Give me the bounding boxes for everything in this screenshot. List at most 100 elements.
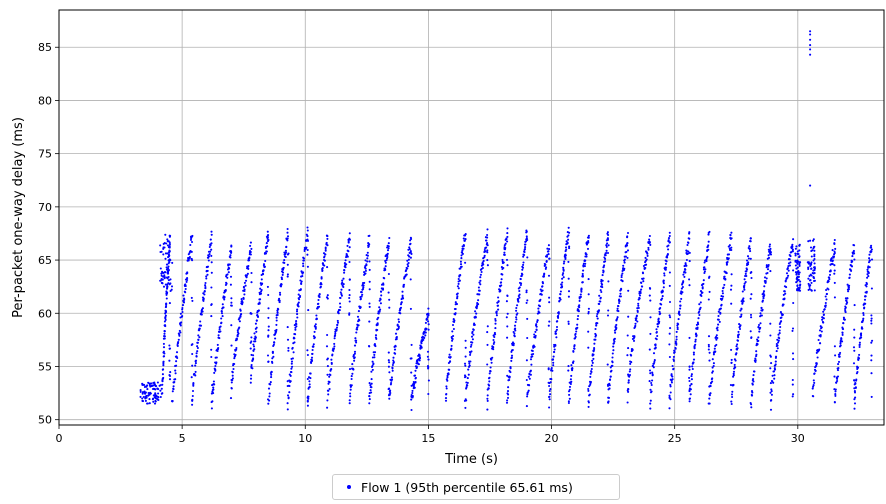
data-point — [211, 400, 214, 403]
data-point — [345, 256, 348, 259]
data-point — [792, 301, 795, 305]
data-point — [308, 385, 311, 389]
data-point — [229, 254, 232, 257]
data-point — [194, 374, 197, 377]
data-point — [409, 256, 412, 259]
data-point — [261, 282, 264, 285]
data-point — [604, 260, 607, 263]
data-point — [770, 362, 773, 365]
data-point — [492, 346, 495, 349]
data-point — [148, 402, 151, 405]
data-point — [394, 332, 398, 335]
data-point — [625, 250, 628, 253]
data-point — [626, 256, 629, 259]
data-point — [286, 275, 289, 278]
data-point — [483, 256, 486, 259]
data-point — [162, 362, 165, 365]
data-point — [469, 345, 472, 348]
data-point — [326, 297, 329, 300]
data-point — [837, 360, 841, 363]
data-point — [306, 229, 309, 232]
data-point — [230, 304, 233, 307]
data-point — [626, 235, 629, 238]
data-point — [769, 270, 772, 273]
data-point — [320, 277, 323, 280]
data-point — [727, 253, 731, 256]
data-point — [326, 358, 329, 361]
data-point — [743, 278, 746, 281]
data-point — [549, 388, 552, 391]
data-point — [745, 270, 748, 273]
data-point — [698, 313, 701, 317]
data-point — [427, 312, 430, 316]
data-point — [356, 315, 360, 318]
data-point — [715, 334, 718, 337]
data-point — [555, 328, 558, 331]
data-point — [522, 263, 525, 266]
data-point — [449, 360, 452, 363]
data-point — [648, 286, 651, 290]
data-point — [651, 373, 654, 376]
data-point — [515, 318, 518, 321]
data-point — [147, 391, 150, 395]
data-point — [785, 286, 788, 289]
data-point — [471, 330, 474, 333]
data-point — [606, 231, 609, 234]
data-point — [711, 358, 714, 361]
data-point — [418, 354, 421, 357]
data-point — [477, 286, 480, 289]
data-point — [311, 348, 314, 352]
data-point — [688, 376, 691, 379]
data-point — [470, 350, 473, 353]
data-point — [769, 408, 773, 411]
data-point — [611, 352, 614, 355]
data-point — [478, 289, 481, 292]
data-point — [546, 247, 549, 250]
data-point — [255, 326, 258, 329]
data-point — [247, 264, 250, 268]
data-point — [219, 325, 222, 328]
data-point — [809, 44, 812, 47]
data-point — [581, 281, 584, 284]
data-point — [424, 331, 427, 334]
data-point — [619, 292, 622, 295]
data-point — [177, 340, 180, 344]
data-point — [648, 380, 651, 383]
data-point — [290, 362, 293, 365]
data-point — [791, 378, 794, 382]
data-point — [348, 246, 351, 249]
data-point — [525, 235, 528, 238]
data-point — [750, 316, 753, 319]
data-point — [640, 281, 643, 284]
data-point — [315, 317, 318, 321]
data-point — [141, 397, 144, 400]
data-point — [791, 329, 794, 332]
data-point — [236, 329, 239, 332]
data-point — [848, 273, 851, 276]
data-point — [469, 353, 472, 356]
data-point — [792, 358, 795, 361]
data-point — [281, 273, 284, 276]
data-point — [773, 368, 777, 371]
data-point — [547, 253, 550, 256]
data-point — [354, 337, 357, 340]
data-point — [268, 399, 271, 402]
data-point — [387, 242, 390, 245]
data-point — [195, 355, 198, 358]
data-point — [238, 326, 241, 329]
data-point — [459, 274, 462, 277]
data-point — [464, 339, 467, 342]
data-point — [385, 259, 388, 262]
data-point — [756, 343, 759, 346]
data-point — [752, 380, 755, 383]
data-point — [209, 250, 212, 253]
data-point — [279, 293, 282, 296]
data-point — [807, 267, 810, 271]
data-point — [239, 313, 242, 316]
data-point — [396, 323, 399, 326]
data-point — [405, 273, 408, 276]
data-point — [616, 317, 619, 320]
data-point — [188, 256, 191, 259]
data-point — [639, 291, 642, 295]
